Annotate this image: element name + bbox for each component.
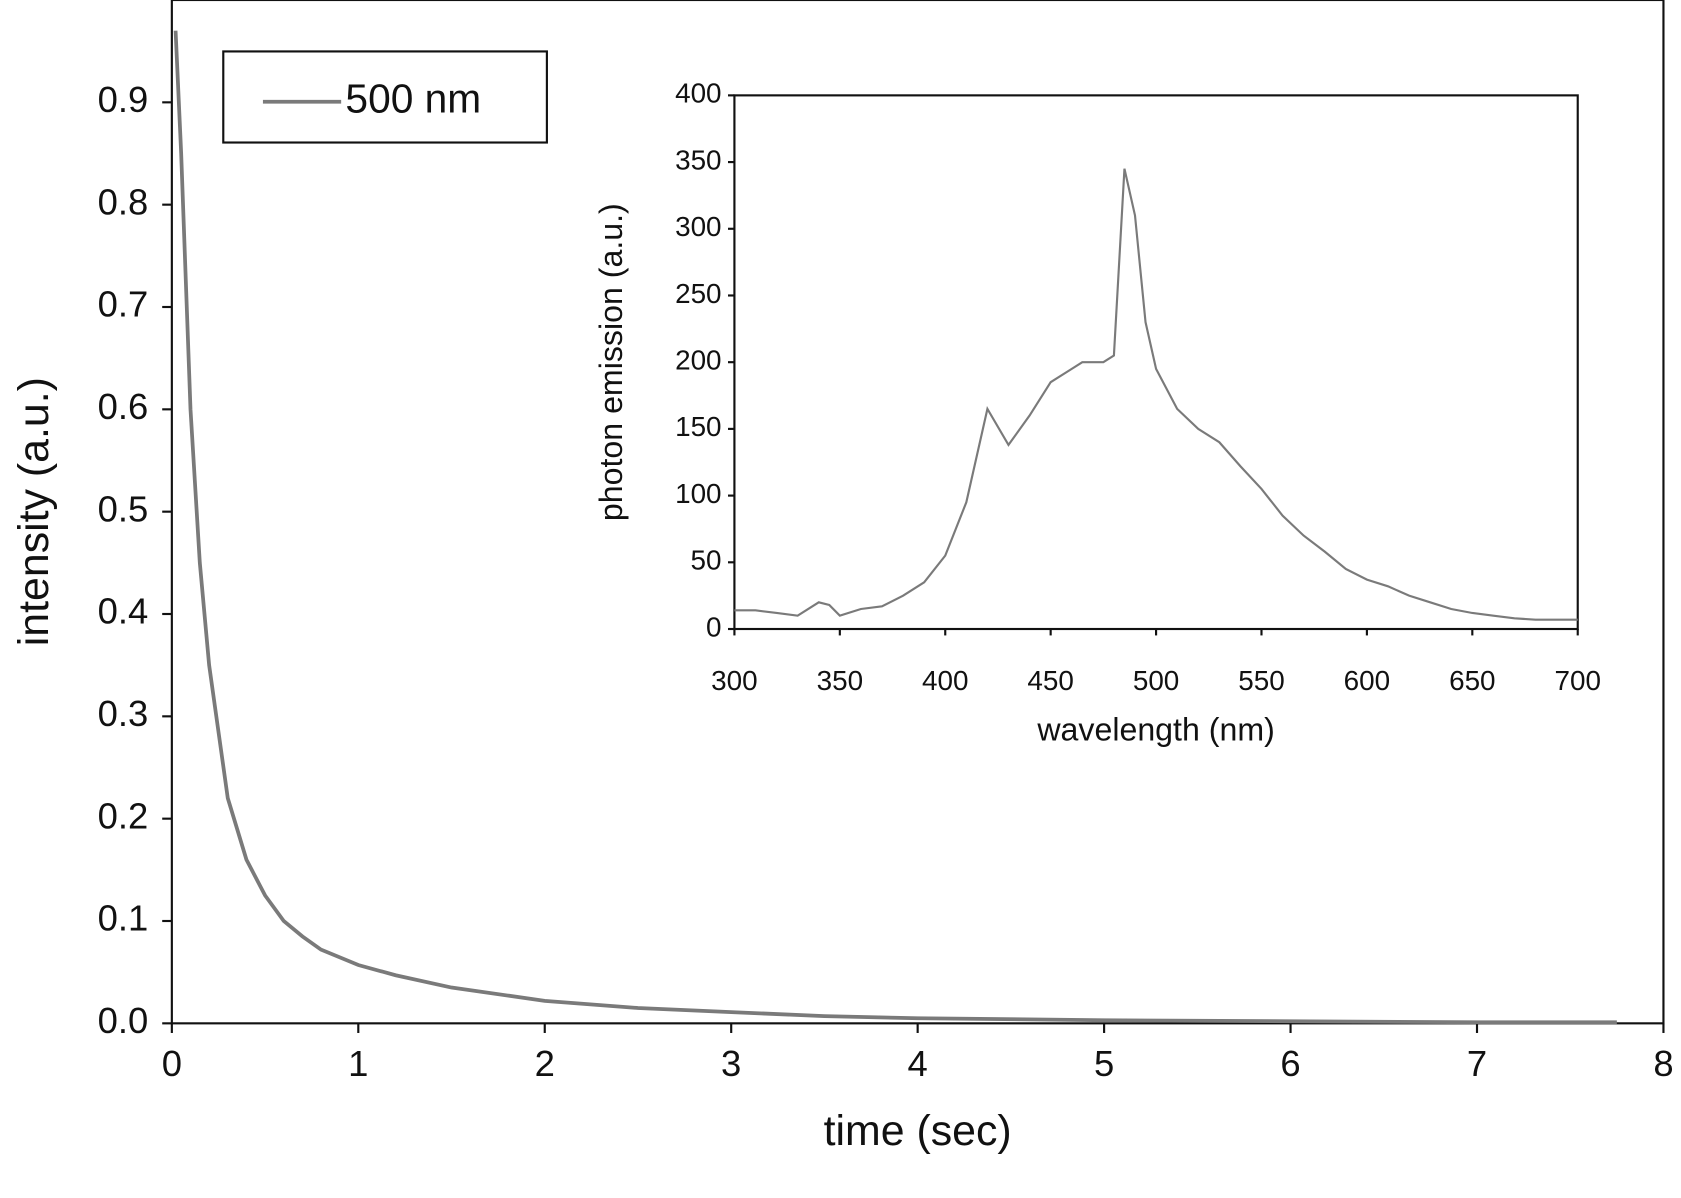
x-tick-label: 400 xyxy=(922,665,968,696)
x-tick-label: 1 xyxy=(348,1043,368,1084)
x-tick-label: 0 xyxy=(162,1043,182,1084)
y-tick-label: 0.7 xyxy=(98,284,149,325)
x-tick-label: 600 xyxy=(1344,665,1390,696)
x-axis-label: time (sec) xyxy=(824,1107,1012,1155)
y-tick-label: 50 xyxy=(691,545,722,576)
x-tick-label: 8 xyxy=(1653,1043,1673,1084)
data-line xyxy=(734,168,1578,621)
x-tick-label: 3 xyxy=(721,1043,741,1084)
y-tick-label: 0.0 xyxy=(98,1000,149,1041)
x-tick-label: 2 xyxy=(535,1043,555,1084)
y-tick-label: 0.3 xyxy=(98,693,149,734)
y-tick-label: 0.1 xyxy=(98,898,149,939)
legend-box xyxy=(222,50,548,144)
y-axis-label: intensity (a.u.) xyxy=(10,377,58,646)
y-tick-label: 200 xyxy=(675,345,721,376)
legend-label: 500 nm xyxy=(345,76,481,122)
y-tick-label: 150 xyxy=(675,411,721,442)
y-axis-label: photon emission (a.u.) xyxy=(593,203,629,521)
plot-frame xyxy=(170,0,1665,1025)
x-tick-label: 500 xyxy=(1133,665,1179,696)
y-tick-label: 0.6 xyxy=(98,386,149,427)
y-tick-label: 100 xyxy=(675,478,721,509)
y-tick-label: 250 xyxy=(675,278,721,309)
x-tick-label: 550 xyxy=(1238,665,1284,696)
y-tick-label: 300 xyxy=(675,211,721,242)
x-axis-label: wavelength (nm) xyxy=(1036,711,1274,747)
x-tick-label: 5 xyxy=(1094,1043,1114,1084)
x-tick-label: 700 xyxy=(1554,665,1600,696)
y-tick-label: 0.8 xyxy=(98,181,149,222)
x-tick-label: 6 xyxy=(1280,1043,1300,1084)
data-line xyxy=(173,30,1617,1025)
y-tick-label: 400 xyxy=(675,78,721,109)
y-tick-label: 0.9 xyxy=(98,79,149,120)
y-tick-label: 0.2 xyxy=(98,795,149,836)
x-tick-label: 7 xyxy=(1467,1043,1487,1084)
x-tick-label: 650 xyxy=(1449,665,1495,696)
x-tick-label: 300 xyxy=(711,665,757,696)
y-tick-label: 0 xyxy=(706,611,722,642)
x-tick-label: 4 xyxy=(908,1043,928,1084)
x-tick-label: 350 xyxy=(817,665,863,696)
plot-frame xyxy=(733,94,1579,631)
x-tick-label: 450 xyxy=(1027,665,1073,696)
y-tick-label: 350 xyxy=(675,144,721,175)
y-tick-label: 0.5 xyxy=(98,488,149,529)
y-tick-label: 0.4 xyxy=(98,591,149,632)
